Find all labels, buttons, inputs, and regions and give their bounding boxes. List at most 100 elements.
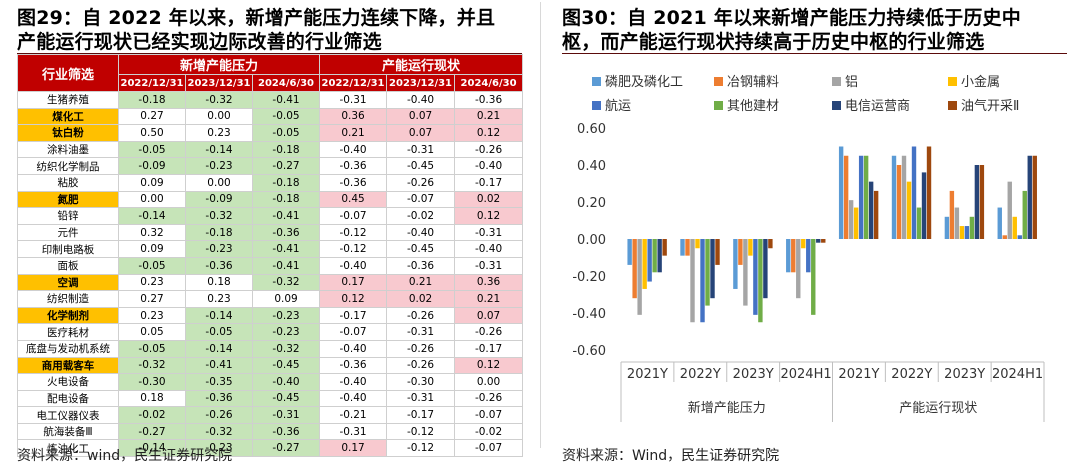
bar [768, 239, 773, 249]
left-source: 资料来源：wind，民生证券研究院 [17, 448, 233, 464]
capacity-status-cell: -0.40 [319, 140, 388, 159]
new-capacity-pressure-cell: -0.05 [251, 107, 321, 126]
table-row: 氮肥 0.00 -0.09 -0.18 0.45 -0.07 0.02 [17, 190, 524, 209]
table-date-header: 2024/6/30 [454, 74, 524, 92]
bar [1007, 181, 1012, 239]
table-body: 生猪养殖 -0.18 -0.32 -0.41 -0.31 -0.40 -0.36 煤化工 0.2… [17, 91, 524, 458]
new-capacity-pressure-cell: -0.14 [185, 140, 253, 159]
legend-label: 小金属 [961, 74, 1000, 90]
table-row: 底盘与发动机系统 -0.05 -0.14 -0.32 -0.40 -0.26 -0.17 [17, 339, 524, 358]
new-capacity-pressure-cell: -0.36 [251, 223, 321, 242]
bar [647, 239, 652, 282]
industry-name-cell: 电工仪器仪表 [17, 406, 119, 424]
capacity-status-cell: -0.17 [386, 406, 456, 424]
capacity-status-cell: -0.36 [319, 173, 388, 192]
new-capacity-pressure-cell: -0.02 [118, 406, 186, 424]
bar [1022, 190, 1027, 239]
legend-label: 航运 [605, 98, 631, 114]
y-tick-label: -0.40 [572, 307, 606, 322]
new-capacity-pressure-cell: 0.09 [251, 290, 321, 308]
new-capacity-pressure-cell: -0.35 [185, 373, 253, 391]
table-row: 配电设备 0.18 -0.36 -0.45 -0.40 -0.31 -0.26 [17, 389, 524, 408]
industry-name-cell: 粘胶 [17, 173, 119, 192]
capacity-status-cell: 0.07 [454, 306, 524, 325]
capacity-status-cell: -0.26 [386, 173, 456, 192]
bar [821, 239, 826, 243]
table-header-industry: 行业筛选 [17, 54, 119, 92]
table-row: 火电设备 -0.30 -0.35 -0.40 -0.40 -0.30 0.00 [17, 373, 524, 391]
new-capacity-pressure-cell: -0.27 [251, 439, 321, 458]
bar [758, 239, 763, 323]
capacity-status-cell: -0.31 [319, 91, 388, 109]
bar [733, 239, 738, 289]
new-capacity-pressure-cell: -0.14 [185, 306, 253, 325]
capacity-status-cell: -0.30 [386, 373, 456, 391]
new-capacity-pressure-cell: -0.30 [118, 373, 186, 391]
y-tick-label: 0.40 [577, 159, 606, 174]
capacity-status-cell: -0.26 [454, 389, 524, 408]
bar [843, 155, 849, 239]
capacity-status-cell: -0.40 [454, 157, 524, 175]
new-capacity-pressure-cell: -0.36 [185, 256, 253, 275]
bar [791, 239, 796, 273]
new-capacity-pressure-cell: 0.23 [185, 124, 253, 142]
table-row: 炼油化工 -0.14 -0.23 -0.27 0.17 -0.12 -0.07 [17, 439, 524, 458]
capacity-status-cell: -0.12 [319, 223, 388, 242]
bar [753, 239, 758, 315]
table-row: 空调 0.23 0.18 -0.32 0.17 0.21 0.36 [17, 273, 524, 292]
bar [748, 239, 753, 256]
bar [796, 239, 801, 299]
industry-name-cell: 生猪养殖 [17, 91, 119, 109]
table-date-header: 2022/12/31 [319, 74, 388, 92]
capacity-status-cell: 0.12 [454, 124, 524, 142]
capacity-status-cell: -0.07 [319, 323, 388, 341]
capacity-status-cell: -0.45 [386, 240, 456, 258]
table-row: 化学制剂 0.23 -0.14 -0.23 -0.17 -0.26 0.07 [17, 306, 524, 325]
bar [911, 146, 917, 239]
industry-name-cell: 化学制剂 [17, 306, 119, 325]
industry-name-cell: 纺织制造 [17, 290, 119, 308]
capacity-status-cell: 0.36 [319, 107, 388, 126]
capacity-status-cell: 0.17 [319, 273, 388, 292]
bar [926, 146, 932, 239]
bar [873, 190, 879, 239]
capacity-status-cell: -0.26 [386, 356, 456, 375]
bar [959, 226, 965, 239]
capacity-status-cell: -0.17 [454, 173, 524, 192]
industry-name-cell: 空调 [17, 273, 119, 292]
capacity-status-cell: 0.12 [454, 356, 524, 375]
table-row: 电工仪器仪表 -0.02 -0.26 -0.31 -0.21 -0.17 -0.07 [17, 406, 524, 424]
new-capacity-pressure-cell: -0.14 [118, 439, 186, 458]
y-tick-label: 0.00 [577, 233, 606, 248]
bar [695, 239, 700, 249]
new-capacity-pressure-cell: -0.41 [251, 256, 321, 275]
legend-swatch [714, 77, 723, 86]
capacity-status-cell: -0.31 [319, 422, 388, 441]
capacity-status-cell: 0.12 [319, 290, 388, 308]
bar [632, 239, 637, 299]
new-capacity-pressure-cell: 0.00 [118, 190, 186, 209]
table-header-new-capacity-pressure: 新增产能压力 [117, 54, 321, 75]
new-capacity-pressure-cell: 0.00 [185, 173, 253, 192]
new-capacity-pressure-cell: 0.09 [118, 240, 186, 258]
new-capacity-pressure-cell: -0.41 [251, 91, 321, 109]
left-title-line-2: 产能运行现状已经实现边际改善的行业筛选 [17, 31, 382, 53]
x-category-label: 2023Y [944, 367, 985, 382]
industry-name-cell: 火电设备 [17, 373, 119, 391]
capacity-status-cell: -0.31 [454, 223, 524, 242]
bar [657, 239, 662, 273]
bar [738, 239, 743, 265]
bar [979, 165, 985, 239]
capacity-status-cell: -0.40 [319, 373, 388, 391]
bar [853, 207, 859, 239]
new-capacity-pressure-cell: -0.18 [118, 91, 186, 109]
bar [921, 172, 927, 239]
bar [642, 239, 647, 289]
new-capacity-pressure-cell: 0.27 [118, 290, 186, 308]
bar [901, 155, 907, 239]
panel-divider [540, 2, 541, 448]
right-title: 图30：自 2021 年以来新增产能压力持续低于历史中 枢，而产能运行现状持续高… [562, 6, 1021, 54]
capacity-status-cell: -0.45 [386, 157, 456, 175]
table-date-header: 2023/12/31 [386, 74, 456, 92]
